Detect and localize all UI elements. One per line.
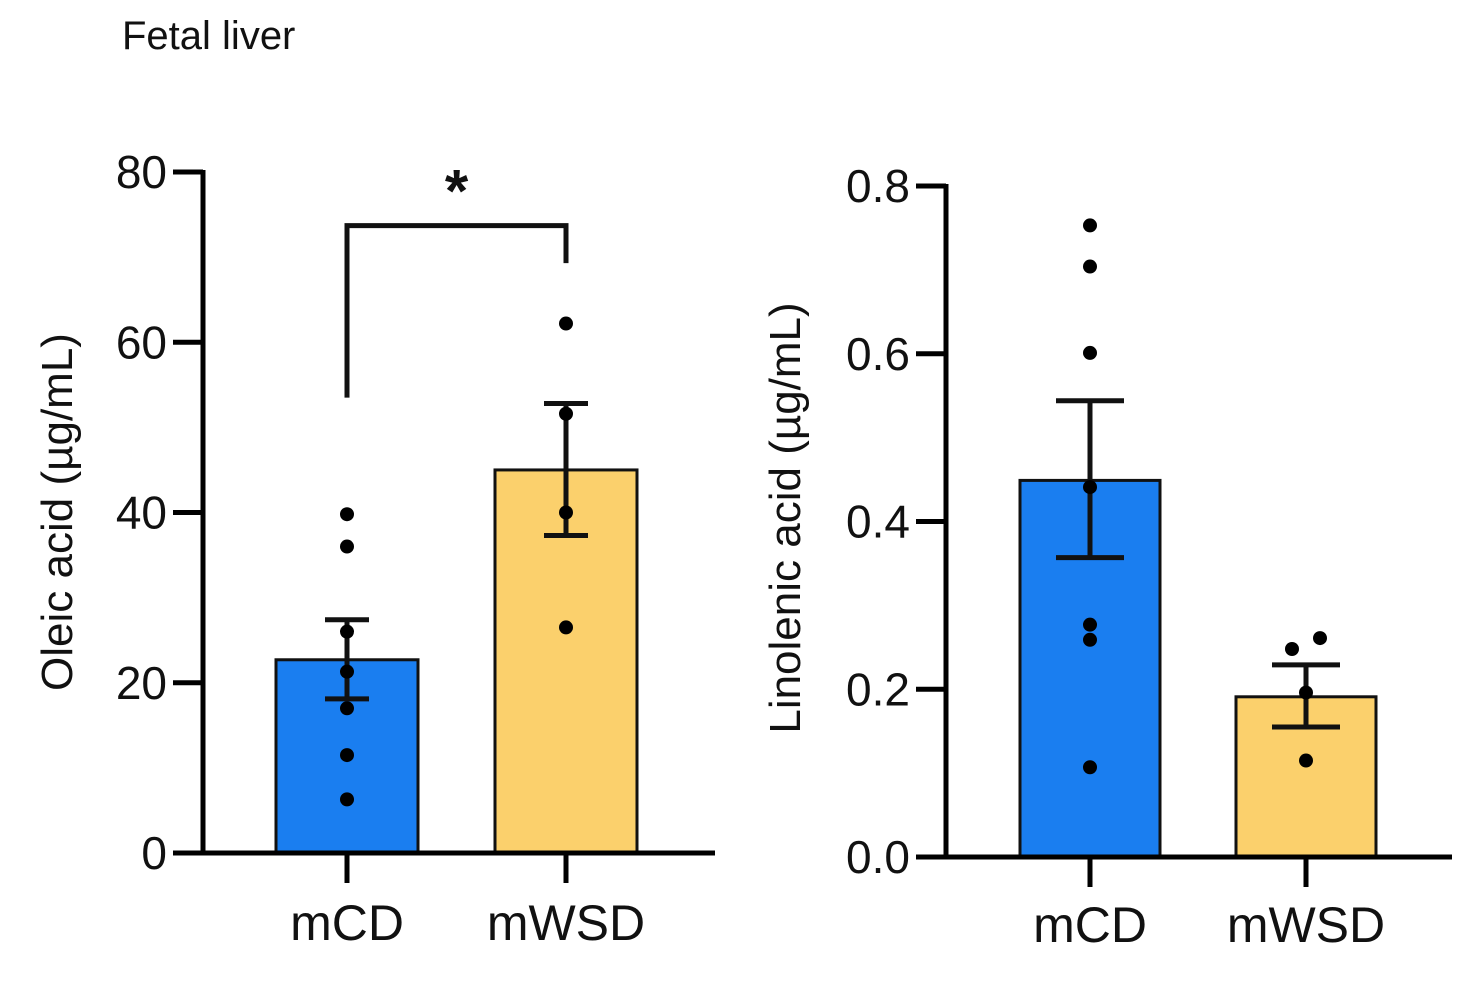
x-tick-label-mwsd: mWSD bbox=[487, 895, 645, 951]
figure-title: Fetal liver bbox=[122, 14, 296, 58]
data-point-mwsd bbox=[559, 316, 573, 331]
data-point-mcd bbox=[340, 701, 354, 716]
data-point-mwsd bbox=[1299, 685, 1313, 700]
x-tick-label-mwsd: mWSD bbox=[1227, 897, 1385, 953]
data-point-mwsd bbox=[1285, 641, 1299, 656]
data-point-mwsd bbox=[559, 406, 573, 421]
data-point-mwsd bbox=[1299, 753, 1313, 768]
data-point-mcd bbox=[340, 792, 354, 807]
data-point-mcd bbox=[1083, 632, 1097, 647]
data-point-mcd bbox=[1083, 617, 1097, 632]
data-point-mwsd bbox=[559, 505, 573, 520]
y-tick-label: 0.0 bbox=[846, 831, 910, 883]
data-point-mcd bbox=[1083, 218, 1097, 233]
y-tick-label: 40 bbox=[116, 487, 167, 539]
y-axis-title: Oleic acid (µg/mL) bbox=[33, 333, 82, 691]
data-point-mcd bbox=[1083, 480, 1097, 495]
y-tick-label: 80 bbox=[116, 146, 167, 198]
y-tick-label: 0 bbox=[141, 827, 167, 879]
data-point-mcd bbox=[1083, 259, 1097, 274]
data-point-mcd bbox=[340, 664, 354, 679]
data-point-mcd bbox=[340, 624, 354, 639]
data-point-mcd bbox=[340, 748, 354, 763]
y-tick-label: 20 bbox=[116, 657, 167, 709]
linolenic-acid-chart: 0.0 0.2 0.4 0.6 0.8 mCD mWSD Linolenic acid (µg… bbox=[761, 160, 1452, 953]
y-axis-title: Linolenic acid (µg/mL) bbox=[761, 302, 810, 733]
data-point-mcd bbox=[1083, 345, 1097, 360]
data-point-mwsd bbox=[559, 620, 573, 635]
x-tick-label-mcd: mCD bbox=[1033, 897, 1147, 953]
y-tick-label: 0.4 bbox=[846, 496, 910, 548]
y-tick-label: 0.2 bbox=[846, 663, 910, 715]
data-point-mcd bbox=[340, 539, 354, 554]
significance-star: * bbox=[445, 158, 469, 225]
y-tick-label: 60 bbox=[116, 316, 167, 368]
significance-bracket bbox=[344, 223, 569, 398]
y-tick-label: 0.8 bbox=[846, 160, 910, 212]
oleic-acid-chart: 0 20 40 60 80 mCD mWSD Oleic acid (µg/mL) * bbox=[33, 146, 715, 951]
data-point-mcd bbox=[1083, 760, 1097, 775]
y-tick-label: 0.6 bbox=[846, 328, 910, 380]
x-tick-label-mcd: mCD bbox=[290, 895, 404, 951]
data-point-mcd bbox=[340, 507, 354, 522]
data-point-mwsd bbox=[1313, 631, 1327, 646]
